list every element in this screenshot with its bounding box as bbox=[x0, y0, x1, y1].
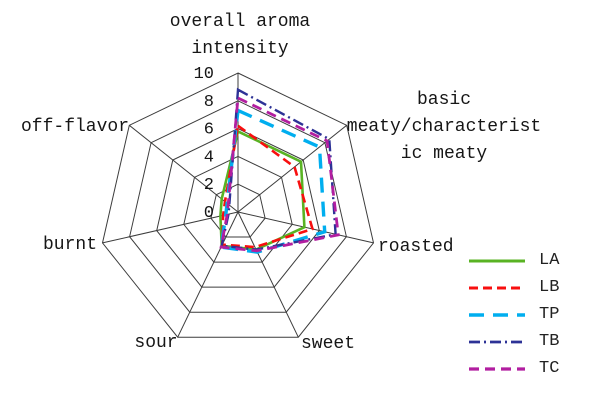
legend-line-sample bbox=[469, 366, 525, 371]
series-line-TP bbox=[219, 108, 327, 254]
grid-ring bbox=[156, 128, 320, 288]
axis-label-off-flavor: off-flavor bbox=[20, 117, 130, 137]
legend-line-sample bbox=[469, 340, 525, 343]
legend-item: TP bbox=[468, 301, 600, 328]
legend-item-label: TB bbox=[539, 332, 560, 351]
axis-label-basic-meaty: basic meaty/characterist ic meaty bbox=[346, 90, 542, 164]
tick-label: 6 bbox=[204, 121, 214, 140]
legend-line-sample bbox=[469, 259, 525, 262]
grid-spoke bbox=[102, 211, 239, 244]
legend: LA LB TP TB TC bbox=[468, 247, 600, 382]
axis-label-burnt: burnt bbox=[42, 235, 97, 255]
legend-line-sample bbox=[469, 312, 525, 317]
legend-item-label: TP bbox=[539, 305, 560, 324]
tick-label: 2 bbox=[204, 176, 214, 195]
series-line-LB bbox=[220, 123, 315, 249]
grid-spoke bbox=[177, 211, 239, 338]
legend-item: TC bbox=[468, 355, 600, 382]
axis-label-overall-aroma-intensity: overall aroma intensity bbox=[169, 12, 311, 59]
grid-spoke bbox=[237, 211, 374, 244]
legend-item: LA bbox=[468, 247, 600, 274]
series-line-TC bbox=[219, 95, 340, 253]
grid-spoke bbox=[237, 211, 299, 338]
legend-item: LB bbox=[468, 274, 600, 301]
tick-label: 4 bbox=[204, 148, 214, 167]
tick-label: 10 bbox=[194, 65, 214, 84]
axis-label-sweet: sweet bbox=[300, 334, 355, 354]
tick-label: 8 bbox=[204, 93, 214, 112]
tick-label: 0 bbox=[204, 204, 214, 223]
legend-item-label: TC bbox=[539, 359, 560, 378]
grid-spoke bbox=[237, 124, 348, 213]
grid-ring bbox=[210, 183, 266, 238]
axis-label-sour: sour bbox=[134, 333, 178, 353]
legend-item-label: LB bbox=[539, 278, 560, 297]
grid-spoke bbox=[128, 124, 239, 213]
legend-item-label: LA bbox=[539, 251, 560, 270]
legend-item: TB bbox=[468, 328, 600, 355]
grid-ring bbox=[183, 155, 293, 263]
grid-ring bbox=[101, 72, 375, 338]
legend-line-sample bbox=[469, 286, 525, 289]
axis-label-roasted: roasted bbox=[378, 237, 454, 257]
